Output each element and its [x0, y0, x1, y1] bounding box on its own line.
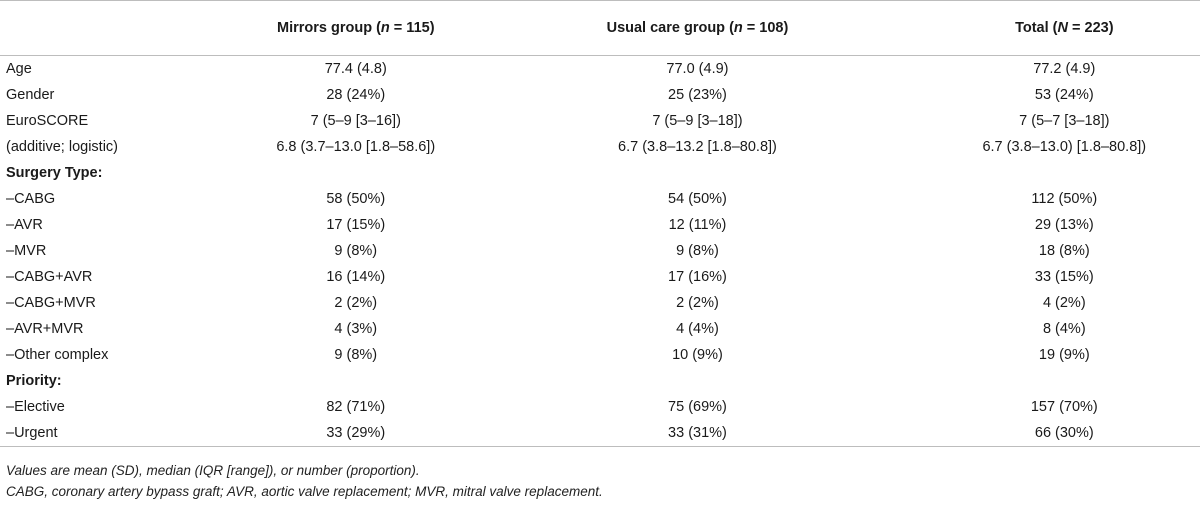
table-row: –CABG+AVR 16 (14%) 17 (16%) 33 (15%)	[0, 264, 1200, 290]
row-label: –AVR	[6, 217, 43, 233]
cell-usual: 25 (23%)	[668, 87, 727, 103]
header-mirrors-n: n	[380, 20, 390, 36]
row-label: Age	[6, 61, 32, 77]
cell-usual: 77.0 (4.9)	[666, 61, 729, 77]
section-row-surgery-type: Surgery Type:	[0, 160, 1200, 186]
table-row: –CABG 58 (50%) 54 (50%) 112 (50%)	[0, 186, 1200, 212]
cell-mirrors: 6.8 (3.7–13.0 [1.8–58.6])	[276, 139, 436, 155]
header-blank	[0, 0, 246, 56]
table-row: –Other complex 9 (8%) 10 (9%) 19 (9%)	[0, 342, 1200, 368]
cell-mirrors: 33 (29%)	[245, 420, 467, 447]
row-label: –AVR+MVR	[6, 321, 84, 337]
header-total: Total (N = 223)	[928, 0, 1200, 56]
cell-total	[929, 160, 1200, 186]
cell-usual: 7 (5–9 [3–18])	[652, 113, 743, 129]
header-mirrors-label: Mirrors group (	[277, 20, 381, 36]
section-label: Surgery Type:	[6, 165, 103, 181]
row-label: EuroSCORE	[6, 113, 89, 129]
table-row: Gender 28 (24%) 25 (23%) 53 (24%)	[0, 82, 1200, 108]
header-mirrors-group: Mirrors group (n = 115)	[245, 0, 467, 56]
table-row: EuroSCORE 7 (5–9 [3–16]) 7 (5–9 [3–18]) …	[0, 108, 1200, 134]
cell-total: 53 (24%)	[1034, 87, 1094, 103]
table-row: –Elective 82 (71%) 75 (69%) 157 (70%)	[0, 394, 1200, 420]
cell-total: 157 (70%)	[1030, 399, 1098, 415]
section-row-priority: Priority:	[0, 368, 1200, 394]
footnote-values: Values are mean (SD), median (IQR [range…	[6, 463, 420, 478]
header-total-label: Total (	[1015, 20, 1058, 36]
table-footnotes: Values are mean (SD), median (IQR [range…	[6, 460, 603, 502]
header-total-value: = 223)	[1067, 20, 1114, 36]
cell-total: 6.7 (3.8–13.0) [1.8–80.8])	[982, 139, 1147, 155]
table-row: –AVR+MVR 4 (3%) 4 (4%) 8 (4%)	[0, 316, 1200, 342]
cell-total: 7 (5–7 [3–18])	[1019, 113, 1110, 129]
cell-usual: 33 (31%)	[466, 420, 929, 447]
cell-total: 8 (4%)	[1042, 321, 1086, 337]
row-label: –Elective	[6, 399, 65, 415]
cell-mirrors: 9 (8%)	[334, 243, 378, 259]
cell-total: 112 (50%)	[1031, 191, 1098, 207]
cell-mirrors: 2 (2%)	[334, 295, 378, 311]
header-usual-n: n	[733, 20, 743, 36]
footnote-abbreviations: CABG, coronary artery bypass graft; AVR,…	[6, 484, 603, 499]
cell-total: 4 (2%)	[1042, 295, 1086, 311]
table-row: Age 77.4 (4.8) 77.0 (4.9) 77.2 (4.9)	[0, 56, 1200, 83]
header-usual-care-group: Usual care group (n = 108)	[466, 0, 929, 56]
row-label: –CABG+MVR	[6, 295, 96, 311]
cell-mirrors: 82 (71%)	[326, 399, 386, 415]
row-label: Gender	[6, 87, 55, 103]
cell-total: 33 (15%)	[1034, 269, 1094, 285]
header-total-n: N	[1057, 20, 1068, 36]
row-label: (additive; logistic)	[6, 139, 119, 155]
cell-total: 19 (9%)	[1038, 347, 1090, 363]
row-label: –Other complex	[6, 347, 109, 363]
row-label: –CABG+AVR	[6, 269, 93, 285]
cell-total: 18 (8%)	[1038, 243, 1090, 259]
table-row: –Urgent 33 (29%) 33 (31%) 66 (30%)	[0, 420, 1200, 447]
cell-mirrors: 58 (50%)	[326, 191, 386, 207]
cell-mirrors: 17 (15%)	[326, 217, 386, 233]
cell-total	[929, 368, 1200, 394]
cell-total: 29 (13%)	[1034, 217, 1094, 233]
cell-mirrors: 4 (3%)	[334, 321, 378, 337]
baseline-characteristics-table: Mirrors group (n = 115) Usual care group…	[0, 0, 1200, 447]
row-label: –CABG	[6, 191, 56, 207]
cell-mirrors	[245, 160, 466, 186]
table-row: (additive; logistic) 6.8 (3.7–13.0 [1.8–…	[0, 134, 1200, 160]
cell-usual: 2 (2%)	[676, 295, 719, 311]
cell-mirrors	[245, 368, 466, 394]
table-row: –CABG+MVR 2 (2%) 2 (2%) 4 (2%)	[0, 290, 1200, 316]
cell-usual: 54 (50%)	[668, 191, 727, 207]
cell-total: 77.2 (4.9)	[1033, 61, 1096, 77]
cell-usual: 6.7 (3.8–13.2 [1.8–80.8])	[618, 139, 777, 155]
cell-mirrors: 28 (24%)	[326, 87, 386, 103]
cell-usual	[466, 368, 928, 394]
cell-usual: 9 (8%)	[676, 243, 719, 259]
cell-usual	[466, 160, 928, 186]
cell-usual: 4 (4%)	[676, 321, 719, 337]
table-row: –AVR 17 (15%) 12 (11%) 29 (13%)	[0, 212, 1200, 238]
table-body: Age 77.4 (4.8) 77.0 (4.9) 77.2 (4.9) Gen…	[0, 56, 1200, 447]
cell-mirrors: 9 (8%)	[334, 347, 378, 363]
row-label: –Urgent	[0, 420, 246, 447]
cell-usual: 10 (9%)	[672, 347, 723, 363]
header-mirrors-value: = 115)	[389, 20, 435, 36]
cell-mirrors: 7 (5–9 [3–16])	[310, 113, 401, 129]
cell-mirrors: 77.4 (4.8)	[324, 61, 387, 77]
cell-usual: 75 (69%)	[668, 399, 727, 415]
cell-usual: 12 (11%)	[668, 217, 727, 233]
table-row: –MVR 9 (8%) 9 (8%) 18 (8%)	[0, 238, 1200, 264]
header-row: Mirrors group (n = 115) Usual care group…	[0, 0, 1200, 56]
row-label: –MVR	[6, 243, 47, 259]
cell-usual: 17 (16%)	[668, 269, 727, 285]
cell-total: 66 (30%)	[928, 420, 1200, 447]
header-usual-value: = 108)	[742, 20, 789, 36]
section-label: Priority:	[6, 373, 62, 389]
cell-mirrors: 16 (14%)	[326, 269, 386, 285]
header-usual-label: Usual care group (	[606, 20, 734, 36]
